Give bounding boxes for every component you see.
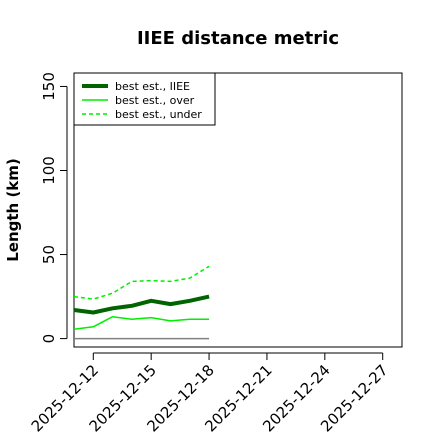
legend-box <box>73 72 216 126</box>
y-tick-label: 0 <box>40 334 58 344</box>
y-tick-label: 50 <box>40 245 58 264</box>
series-line-1 <box>73 294 210 315</box>
chart-title: IIEE distance metric <box>137 28 339 49</box>
legend-label: best est., under <box>115 108 202 121</box>
legend-label: best est., IIEE <box>115 80 190 93</box>
series-line-2 <box>73 315 210 331</box>
series-line-3 <box>73 265 210 300</box>
y-axis-label: Length (km) <box>4 158 22 262</box>
y-axis: 0 50 100 150 <box>40 72 68 344</box>
legend-label: best est., over <box>115 94 195 107</box>
plot-layer <box>73 265 210 340</box>
y-tick-label: 150 <box>40 72 58 101</box>
plot-frame <box>73 72 403 348</box>
y-tick-label: 100 <box>40 156 58 185</box>
x-axis: 2025-12-122025-12-152025-12-182025-12-21… <box>28 352 392 435</box>
